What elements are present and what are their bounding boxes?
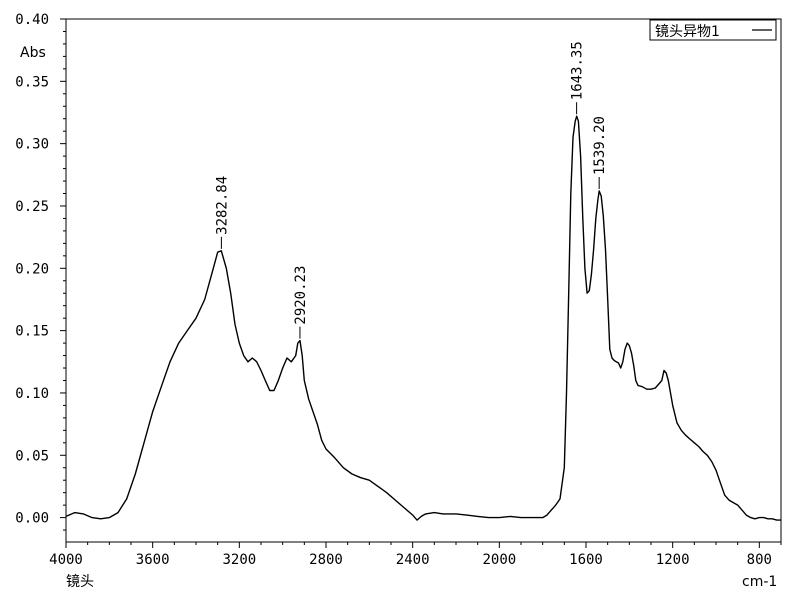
- y-tick-label: 0.00: [15, 511, 49, 527]
- y-axis: 0.00 0.05 0.10 0.15 0.20 0.25 0.30 0.35 0.40: [15, 12, 66, 531]
- footer-label: 镜头: [66, 574, 94, 590]
- y-tick-label: 0.05: [15, 448, 49, 464]
- legend-entry-label: 镜头异物1: [655, 24, 720, 40]
- y-tick-label: 0.20: [15, 261, 49, 277]
- x-axis: 4000 3600 3200 2800 2400 2000 1600 1200 800: [49, 542, 782, 568]
- y-tick-label: 0.15: [15, 324, 49, 340]
- y-tick-label: 0.10: [15, 386, 49, 402]
- y-axis-label: Abs: [20, 45, 46, 61]
- legend: 镜头异物1: [649, 19, 777, 41]
- x-tick-label: 1200: [656, 552, 690, 568]
- y-tick-label: 0.40: [15, 12, 49, 28]
- x-tick-label: 2400: [396, 552, 430, 568]
- spectrum-series-line: [65, 115, 781, 521]
- series-layer: [65, 115, 781, 521]
- x-tick-label: 2800: [309, 552, 343, 568]
- peak-label: 3282.84: [214, 176, 230, 235]
- y-tick-label: 0.30: [15, 137, 49, 153]
- peak-label: 1643.35: [570, 41, 586, 100]
- peak-annotations: 3282.84 2920.23 1643.35 1539.20: [214, 41, 608, 339]
- peak-label: 1539.20: [592, 116, 608, 175]
- y-tick-label: 0.25: [15, 199, 49, 215]
- x-tick-label: 3600: [136, 552, 170, 568]
- x-tick-label: 2000: [482, 552, 516, 568]
- x-tick-label: 800: [747, 552, 772, 568]
- x-tick-label: 3200: [222, 552, 256, 568]
- legend-box: [649, 19, 777, 41]
- x-tick-label: 1600: [569, 552, 603, 568]
- peak-label: 2920.23: [293, 266, 309, 325]
- x-tick-label: 4000: [49, 552, 83, 568]
- x-axis-label: cm-1: [742, 574, 777, 590]
- y-tick-label: 0.35: [15, 74, 49, 90]
